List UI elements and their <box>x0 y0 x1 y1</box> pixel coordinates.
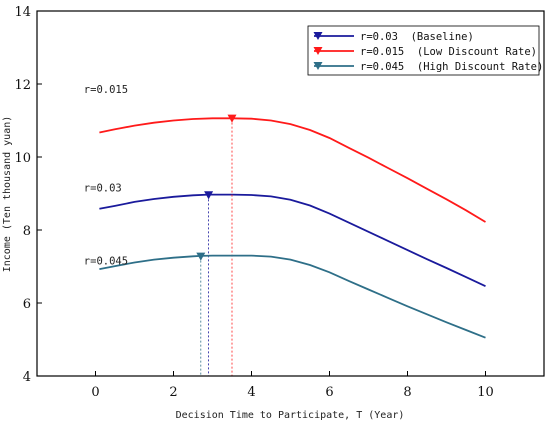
y-tick-label-6: 6 <box>23 297 31 312</box>
legend: r=0.03 (Baseline) r=0.015 (Low Discount R… <box>307 25 543 76</box>
annotation-r-0-045: r=0.045 <box>84 256 128 268</box>
series-2-peak-marker <box>227 114 237 123</box>
x-tick-label-8: 8 <box>403 385 411 400</box>
series-1-line <box>99 193 486 288</box>
axis-layer: 0 2 4 6 8 10 4 6 8 10 12 14 <box>14 5 493 400</box>
series-layer <box>99 117 486 376</box>
y-tick-label-14: 14 <box>14 5 31 20</box>
series-3-peak-marker <box>196 252 206 261</box>
annotation-r-0-03: r=0.03 <box>84 183 122 195</box>
plot-frame <box>36 10 545 377</box>
series-2-line <box>99 117 486 223</box>
x-tick-label-4: 4 <box>247 385 255 400</box>
legend-item-1-marker <box>313 31 323 41</box>
annotation-r-0-015: r=0.015 <box>84 84 128 96</box>
x-axis-title: Decision Time to Participate, T (Year) <box>176 410 405 421</box>
legend-item-2-label: r=0.015 (Low Discount Rate) <box>360 46 537 58</box>
x-tick-label-6: 6 <box>325 385 333 400</box>
legend-item-3-label: r=0.045 (High Discount Rate) <box>360 61 543 73</box>
x-tick-label-10: 10 <box>477 385 494 400</box>
y-tick-label-12: 12 <box>14 78 31 93</box>
y-axis-title: Income (Ten thousand yuan) <box>2 116 13 273</box>
series-1-peak-marker <box>204 191 214 200</box>
series-3-line <box>99 254 486 339</box>
y-tick-label-8: 8 <box>23 224 31 239</box>
legend-item-1-label: r=0.03 (Baseline) <box>360 31 474 43</box>
x-tick-label-2: 2 <box>169 385 177 400</box>
annotation-layer: r=0.015 r=0.03 r=0.045 <box>84 84 128 268</box>
x-tick-label-0: 0 <box>91 385 99 400</box>
marker-layer <box>196 114 237 261</box>
y-tick-label-10: 10 <box>14 151 31 166</box>
legend-item-3-marker <box>313 61 323 71</box>
y-tick-label-4: 4 <box>23 370 31 385</box>
legend-item-2-marker <box>313 46 323 56</box>
